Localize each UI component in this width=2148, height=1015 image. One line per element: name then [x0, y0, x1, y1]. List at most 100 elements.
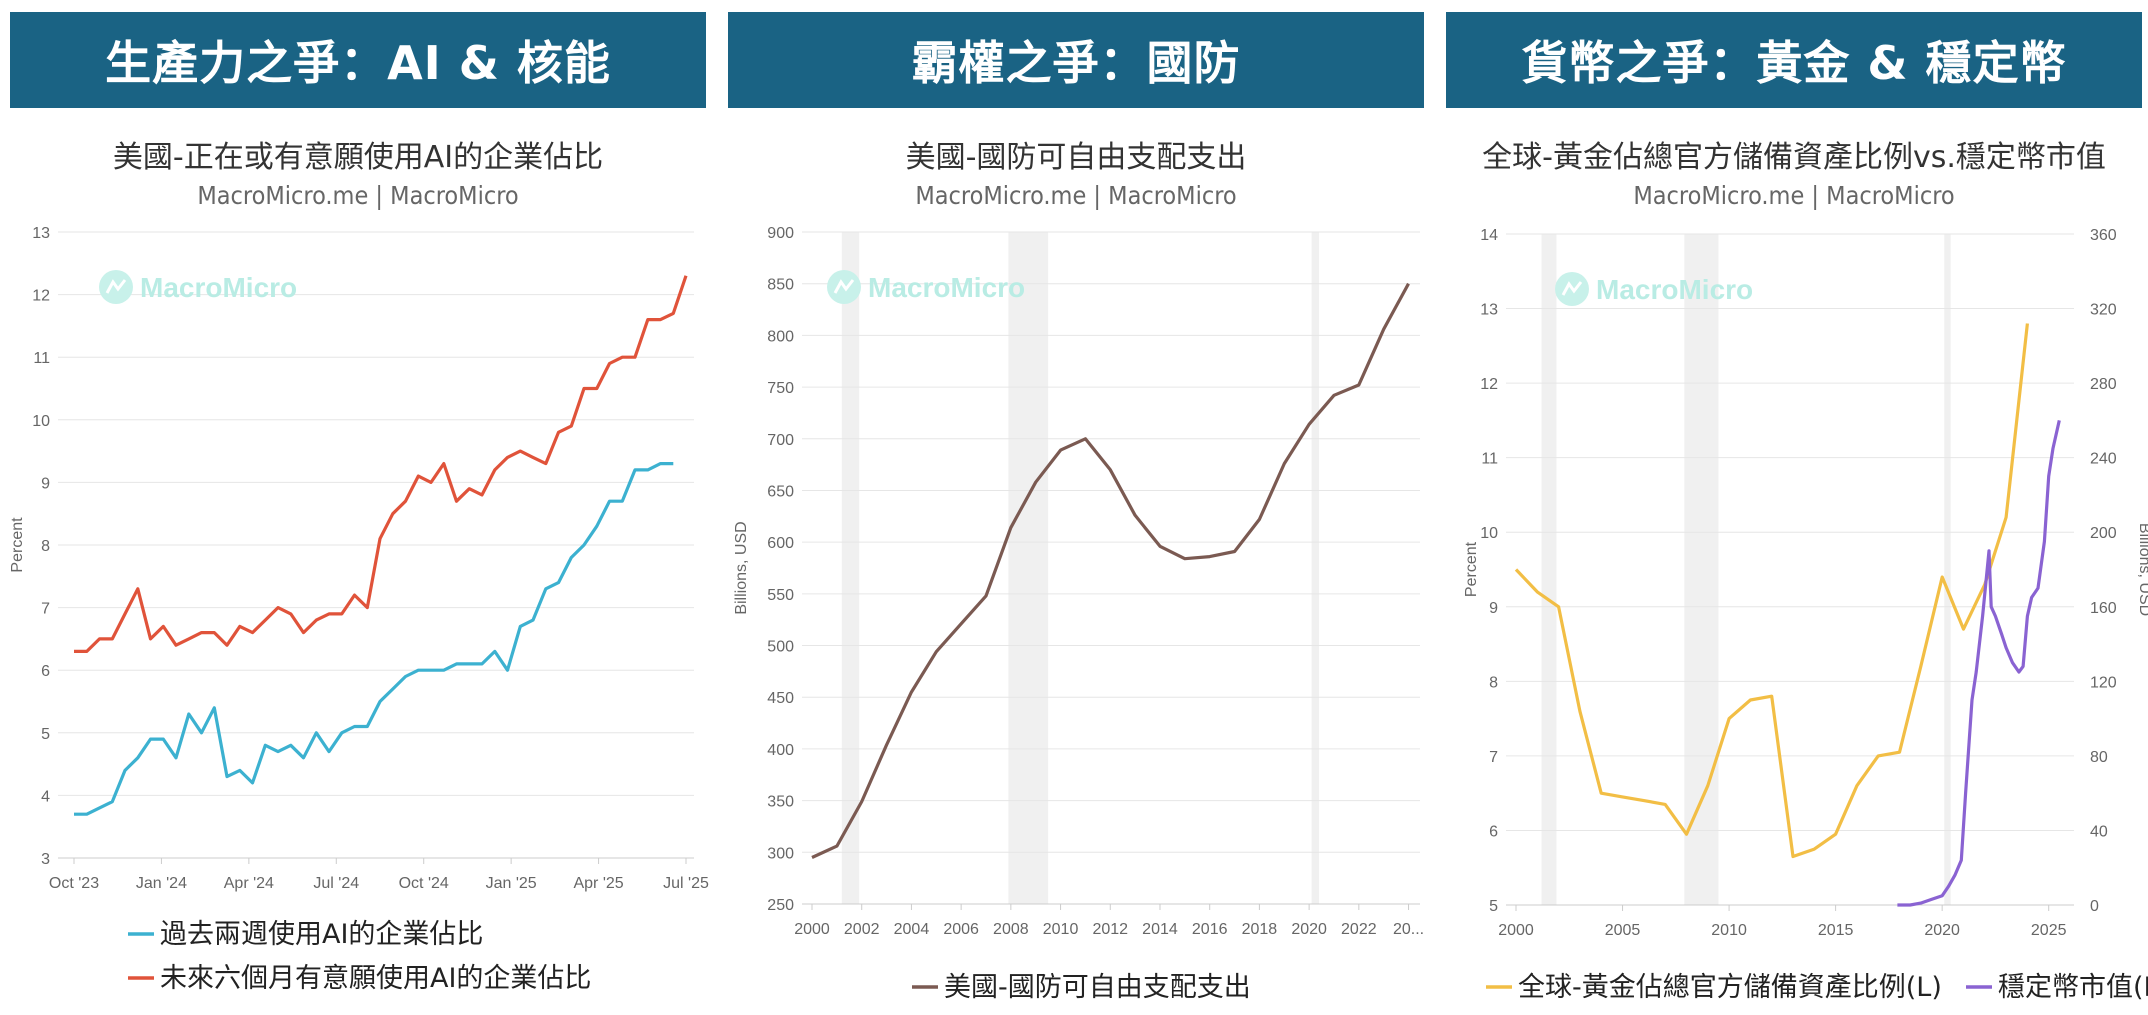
x-tick-label: 2004 [894, 921, 930, 938]
watermark-text: MacroMicro [868, 272, 1025, 303]
y-tick-label: 850 [767, 277, 794, 294]
y-tick-label: 13 [32, 225, 50, 242]
y-tick-label: 3 [41, 851, 50, 868]
y-left-tick-label: 6 [1489, 823, 1498, 840]
x-tick-label: Apr '25 [573, 875, 623, 892]
y-left-tick-label: 5 [1489, 898, 1498, 915]
x-tick-label: 2014 [1142, 921, 1178, 938]
y-left-tick-label: 14 [1480, 227, 1498, 244]
watermark-logo: MacroMicro [1555, 272, 1753, 306]
x-tick-label: 2010 [1043, 921, 1079, 938]
watermark-icon-stroke [1561, 281, 1583, 296]
y-tick-label: 650 [767, 483, 794, 500]
panel-gold-stablecoin: 貨幣之爭：黃金 & 穩定幣 全球-黃金佔總官方儲備資產比例vs.穩定幣市值 Ma… [1446, 0, 2148, 1015]
y-right-tick-label: 280 [2090, 376, 2117, 393]
y-tick-label: 7 [41, 601, 50, 618]
legend-label-1: 穩定幣市值(R) [1998, 972, 2148, 1003]
y-left-tick-label: 13 [1480, 302, 1498, 319]
y-axis-label: Billions, USD [733, 521, 750, 614]
y-tick-label: 800 [767, 328, 794, 345]
series-line-0 [1514, 323, 2029, 859]
y-left-tick-label: 10 [1480, 525, 1498, 542]
x-tick-label: Oct '24 [399, 875, 449, 892]
y-tick-label: 750 [767, 380, 794, 397]
chart-title: 美國-國防可自由支配支出 [905, 140, 1247, 175]
x-tick-label: Jan '25 [486, 875, 537, 892]
y-tick-label: 11 [33, 350, 50, 367]
banner-defense: 霸權之爭：國防 [728, 12, 1424, 108]
y-tick-label: 12 [32, 288, 50, 305]
y-tick-label: 9 [41, 475, 50, 492]
y-right-tick-label: 360 [2090, 227, 2117, 244]
series-line-0 [74, 462, 674, 816]
x-tick-label: 2002 [844, 921, 880, 938]
chart-subtitle: MacroMicro.me | MacroMicro [1633, 181, 1955, 210]
x-tick-label: 2018 [1242, 921, 1278, 938]
watermark-icon-stroke [833, 279, 855, 294]
legend-label-0: 過去兩週使用AI的企業佔比 [160, 919, 483, 950]
y-right-tick-label: 320 [2090, 302, 2117, 319]
banner-ai-nuclear: 生產力之爭：AI & 核能 [10, 12, 706, 108]
y-tick-label: 450 [767, 690, 794, 707]
x-tick-label: 2020 [1291, 921, 1327, 938]
y-tick-label: 900 [767, 225, 794, 242]
y-tick-label: 4 [41, 788, 50, 805]
series-line-1 [1897, 420, 2061, 907]
y-tick-label: 600 [767, 535, 794, 552]
x-tick-label: 20... [1393, 921, 1424, 938]
y-tick-label: 700 [767, 432, 794, 449]
y-left-axis-label: Percent [1463, 541, 1480, 597]
y-tick-label: 250 [767, 897, 794, 914]
legend-label-1: 未來六個月有意願使用AI的企業佔比 [160, 963, 591, 994]
chart-subtitle: MacroMicro.me | MacroMicro [915, 181, 1237, 210]
watermark-text: MacroMicro [140, 272, 297, 303]
watermark-text: MacroMicro [1596, 274, 1753, 305]
watermark-icon-stroke [105, 279, 127, 294]
x-tick-label: 2022 [1341, 921, 1377, 938]
banner-gold-stablecoin: 貨幣之爭：黃金 & 穩定幣 [1446, 12, 2142, 108]
recession-band [841, 232, 860, 904]
x-tick-label: 2005 [1605, 922, 1641, 939]
x-tick-label: 2020 [1924, 922, 1960, 939]
y-left-tick-label: 7 [1489, 749, 1498, 766]
x-tick-label: 2000 [1498, 922, 1534, 939]
y-tick-label: 350 [767, 794, 794, 811]
panel-ai-nuclear: 生產力之爭：AI & 核能 美國-正在或有意願使用AI的企業佔比 MacroMi… [9, 0, 709, 1015]
y-left-tick-label: 12 [1480, 376, 1498, 393]
y-tick-label: 300 [767, 845, 794, 862]
chart-gold-vs-stablecoin: 5 6 7 8 9 10 11 12 13 14 0 40 80 120 160 200 240 280 320 36… [1463, 227, 2148, 1003]
y-tick-label: 500 [767, 639, 794, 656]
x-tick-label: Apr '24 [224, 875, 274, 892]
x-tick-label: Jan '24 [136, 875, 187, 892]
recession-band [1008, 232, 1049, 904]
y-tick-label: 8 [41, 538, 50, 555]
chart-title: 全球-黃金佔總官方儲備資產比例vs.穩定幣市值 [1482, 140, 2106, 175]
recession-band [1684, 234, 1719, 905]
x-tick-label: Jul '24 [313, 875, 359, 892]
y-tick-label: 6 [41, 663, 50, 680]
legend-label-0: 全球-黃金佔總官方儲備資產比例(L) [1518, 972, 1942, 1003]
x-tick-label: 2000 [794, 921, 830, 938]
x-tick-label: 2008 [993, 921, 1029, 938]
y-left-tick-label: 9 [1489, 600, 1498, 617]
series-line-1 [74, 275, 688, 654]
recession-band [1541, 234, 1557, 905]
recession-band [1944, 234, 1951, 905]
y-right-tick-label: 80 [2090, 749, 2108, 766]
y-right-tick-label: 160 [2090, 600, 2117, 617]
y-left-tick-label: 8 [1489, 674, 1498, 691]
x-tick-label: 2006 [943, 921, 979, 938]
series-line-0 [811, 282, 1410, 859]
chart-ai-adoption: 3 4 5 6 7 8 9 10 11 12 13 Oct '23 Jan '24 Apr '24 Jul … [9, 225, 709, 994]
y-tick-label: 400 [767, 742, 794, 759]
y-right-tick-label: 240 [2090, 451, 2117, 468]
y-right-axis-label: Billions, USD [2136, 523, 2148, 616]
legend-label-0: 美國-國防可自由支配支出 [944, 972, 1251, 1003]
y-tick-label: 5 [41, 726, 50, 743]
panel-defense: 霸權之爭：國防 美國-國防可自由支配支出 MacroMicro.me | Mac… [728, 0, 1424, 1015]
x-tick-label: 2025 [2031, 922, 2067, 939]
x-tick-label: 2015 [1818, 922, 1854, 939]
y-right-tick-label: 200 [2090, 525, 2117, 542]
y-left-tick-label: 11 [1481, 451, 1498, 468]
